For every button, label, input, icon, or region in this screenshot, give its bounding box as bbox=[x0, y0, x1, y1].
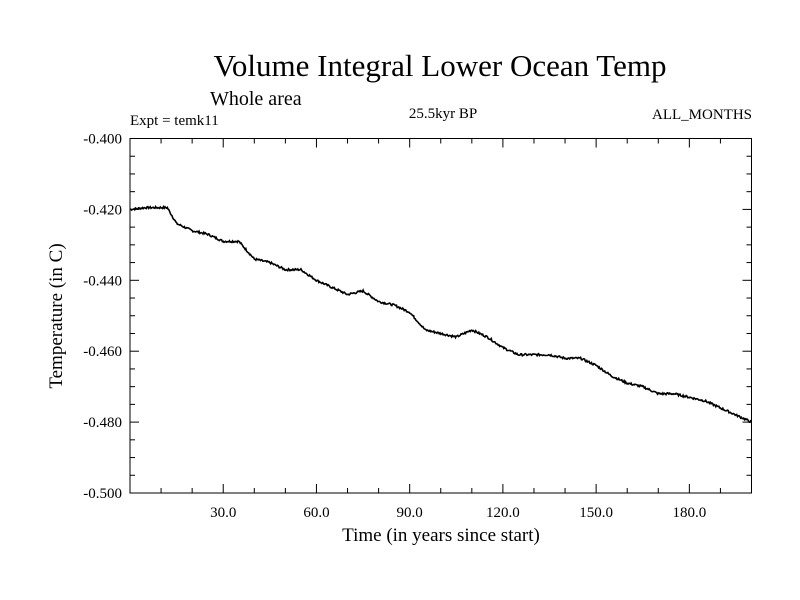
plot-frame bbox=[129, 138, 752, 494]
x-tick-label: 60.0 bbox=[303, 505, 329, 521]
y-tick-label: -0.400 bbox=[83, 132, 122, 148]
experiment-label: Expt = temk11 bbox=[130, 113, 219, 129]
x-axis-label: Time (in years since start) bbox=[342, 525, 540, 546]
y-tick-label: -0.500 bbox=[83, 486, 122, 502]
x-tick-label: 180.0 bbox=[672, 505, 706, 521]
x-tick-label: 90.0 bbox=[397, 505, 423, 521]
x-tick-label: 120.0 bbox=[486, 505, 520, 521]
y-tick-label: -0.480 bbox=[83, 415, 122, 431]
period-label: 25.5kyr BP bbox=[408, 106, 478, 122]
chart-subtitle: Whole area bbox=[210, 88, 302, 110]
y-tick-label: -0.460 bbox=[83, 344, 122, 360]
y-tick-label: -0.440 bbox=[83, 273, 122, 289]
y-tick-label: -0.420 bbox=[83, 202, 122, 218]
series-line bbox=[129, 204, 752, 424]
y-axis-label: Temperature (in C) bbox=[46, 243, 67, 388]
months-label: ALL_MONTHS bbox=[652, 107, 752, 123]
x-tick-label: 150.0 bbox=[579, 505, 613, 521]
x-tick-label: 30.0 bbox=[210, 505, 236, 521]
chart-title: Volume Integral Lower Ocean Temp bbox=[213, 48, 667, 83]
